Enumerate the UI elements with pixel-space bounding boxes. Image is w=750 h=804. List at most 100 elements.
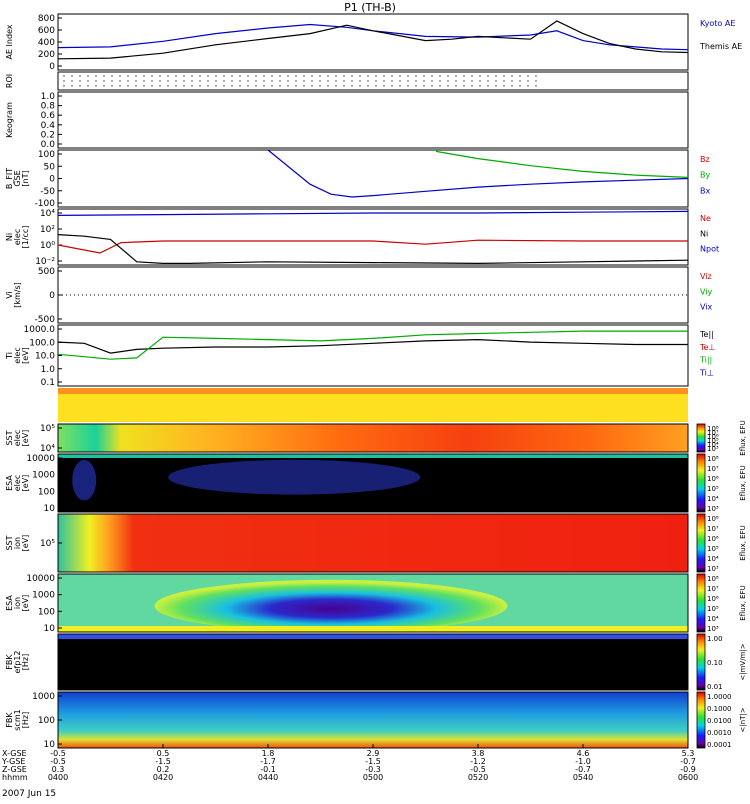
roi-dot	[359, 75, 361, 77]
roi-dot	[207, 75, 209, 77]
roi-dot	[127, 85, 129, 87]
roi-dot	[399, 85, 401, 87]
roi-dot	[335, 85, 337, 87]
series-by	[435, 150, 689, 178]
roi-dot	[247, 85, 249, 87]
x-tick-label: 0.2	[157, 765, 170, 774]
panel-frame	[57, 423, 689, 453]
roi-dot	[439, 80, 441, 82]
roi-dot	[247, 75, 249, 77]
roi-dot	[415, 80, 417, 82]
roi-dot	[71, 85, 73, 87]
colorbar-tick: 10⁴	[707, 495, 719, 503]
roi-dot	[391, 80, 393, 82]
roi-dot	[175, 75, 177, 77]
roi-dot	[471, 75, 473, 77]
roi-dot	[135, 75, 137, 77]
roi-dot	[447, 75, 449, 77]
colorbar-tick: 10⁵	[707, 545, 719, 553]
roi-dot	[359, 85, 361, 87]
roi-dot	[79, 85, 81, 87]
esa-elec-top-band	[58, 454, 688, 458]
roi-dot	[71, 75, 73, 77]
roi-dot	[175, 80, 177, 82]
panel-label: FBK	[5, 654, 14, 670]
x-tick-label: -0.9	[680, 765, 696, 774]
cb_esa_e: 10⁸ 10⁷ 10⁶ 10⁵ 10⁴ 10³ Eflux, EFU	[696, 453, 747, 513]
y-tick-label: 400	[38, 38, 55, 48]
roi-dot	[463, 75, 465, 77]
esa-ion-bottom-band	[58, 626, 688, 632]
roi-dot	[63, 80, 65, 82]
roi-dot	[495, 75, 497, 77]
roi-dot	[111, 80, 113, 82]
roi-dot	[103, 80, 105, 82]
roi-dot	[159, 75, 161, 77]
roi-dot	[287, 75, 289, 77]
roi-dot	[167, 75, 169, 77]
y-tick-label: 10⁵	[40, 539, 55, 549]
panel-label: elec	[13, 475, 22, 491]
legend-entry: Vix	[700, 303, 713, 312]
roi-dot	[447, 80, 449, 82]
legend-entry: Ti⊥	[699, 368, 714, 377]
roi-dot	[119, 80, 121, 82]
y-tick-label: -500	[35, 315, 56, 325]
y-tick-label: 500	[38, 267, 55, 277]
panel-fbk_e: FBK efp12 [Hz]	[5, 633, 689, 691]
roi-dot	[503, 85, 505, 87]
series-bx	[267, 149, 689, 198]
roi-dot	[471, 85, 473, 87]
roi-dot	[343, 75, 345, 77]
roi-dot	[271, 85, 273, 87]
roi-dot	[263, 85, 265, 87]
roi-dot	[423, 80, 425, 82]
cb_esa_i: 10⁸ 10⁷ 10⁶ 10⁵ 10⁴ 10³ Eflux, EFU	[696, 573, 747, 633]
plot-title: P1 (TH-B)	[344, 1, 396, 14]
y-tick-label: 100	[38, 150, 55, 160]
roi-dot	[399, 80, 401, 82]
roi-dot	[335, 75, 337, 77]
x-tick-label: -1.5	[365, 757, 381, 766]
panel-esa_e: 10000 1000 100 10 ESA elec [eV]	[5, 453, 689, 514]
x-tick-label: 3.8	[472, 749, 485, 758]
legend-entry: Viz	[700, 272, 712, 281]
cb_fbk_b: 1.0000 0.1000 0.0100 0.0010 0.0001 <|nT|>	[696, 691, 747, 749]
y-tick-label: 10⁵	[40, 424, 55, 434]
roi-dot	[535, 85, 537, 87]
x-tick-label: 5.3	[682, 749, 695, 758]
x-tick-label: -1.7	[260, 757, 276, 766]
roi-dot	[503, 80, 505, 82]
x-tick-label: -1.5	[155, 757, 171, 766]
roi-dot	[79, 80, 81, 82]
roi-dot	[151, 80, 153, 82]
colorbar-tick: 10⁸	[707, 515, 719, 523]
roi-dot	[351, 75, 353, 77]
colorbar-label: <|mV/m|>	[739, 643, 747, 680]
x-tick-label: -0.1	[260, 765, 276, 774]
roi-dot	[439, 75, 441, 77]
y-tick-label: 0.4	[41, 121, 56, 131]
colorbar-tick: 10⁸	[707, 425, 719, 433]
panel-frame	[57, 633, 689, 691]
roi-dot	[207, 85, 209, 87]
colorbar-tick: 10³	[707, 505, 719, 513]
roi-dot	[503, 75, 505, 77]
colorbar-tick: 10⁶	[707, 475, 719, 483]
panel-label: [eV]	[21, 535, 30, 552]
roi-dot	[511, 80, 513, 82]
roi-dot	[303, 75, 305, 77]
legend-entry: Kyoto AE	[700, 19, 735, 28]
x-tick-label: 0400	[48, 773, 68, 782]
panel-label: ion	[13, 537, 22, 549]
x-tick-label: 2.9	[367, 749, 380, 758]
panel-label: [1/cc]	[21, 226, 30, 249]
legend-entry: Npot	[700, 245, 719, 254]
y-tick-label: 1.0	[41, 92, 56, 102]
panel-label: Vi	[5, 291, 14, 299]
colorbar-tick: 10⁶	[707, 535, 719, 543]
colorbar-tick: 10⁷	[707, 465, 719, 473]
x-tick-label: 1.8	[262, 749, 275, 758]
roi-dot	[167, 85, 169, 87]
